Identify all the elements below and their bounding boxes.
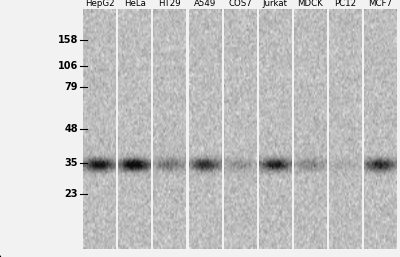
Text: Jurkat: Jurkat	[263, 0, 288, 8]
Text: HepG2: HepG2	[85, 0, 114, 8]
Text: HeLa: HeLa	[124, 0, 146, 8]
Text: 23: 23	[64, 189, 78, 199]
Text: MCF7: MCF7	[368, 0, 392, 8]
Text: 35: 35	[64, 158, 78, 168]
Text: 106: 106	[58, 61, 78, 70]
Text: 48: 48	[64, 124, 78, 133]
Text: 79: 79	[64, 82, 78, 92]
FancyArrow shape	[0, 256, 1, 257]
Text: A549: A549	[194, 0, 216, 8]
Text: HT29: HT29	[158, 0, 181, 8]
Text: 158: 158	[58, 35, 78, 45]
Text: PC12: PC12	[334, 0, 356, 8]
Text: COS7: COS7	[228, 0, 252, 8]
Text: MDCK: MDCK	[297, 0, 323, 8]
